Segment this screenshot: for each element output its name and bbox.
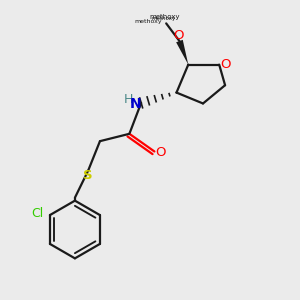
Text: Cl: Cl: [32, 207, 44, 220]
Text: methoxy: methoxy: [149, 14, 180, 20]
Text: O: O: [156, 146, 166, 159]
Text: methoxy: methoxy: [134, 19, 162, 23]
Polygon shape: [176, 40, 188, 64]
Text: H: H: [124, 93, 134, 106]
Text: O: O: [220, 58, 231, 71]
Text: S: S: [83, 169, 93, 182]
Text: N: N: [130, 97, 141, 111]
Text: methoxy: methoxy: [152, 16, 176, 22]
Text: O: O: [174, 29, 184, 42]
